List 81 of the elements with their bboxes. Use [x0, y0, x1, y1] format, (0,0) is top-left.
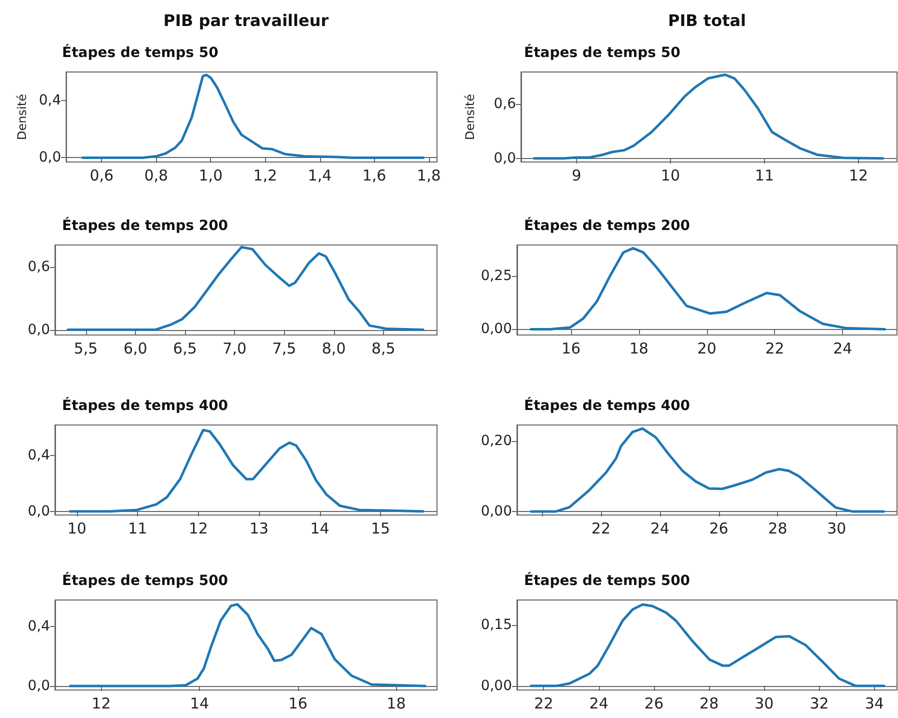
x-tick-label: 28: [700, 694, 719, 712]
text: PIB total: [666, 11, 747, 30]
x-tick-label: 11: [128, 520, 148, 538]
y-tick-label: 0,25: [480, 268, 512, 284]
y-tick-label: 0,0: [38, 150, 62, 166]
x-tick-label: 30: [754, 694, 774, 712]
y-tick-label: 0,0: [28, 322, 50, 338]
x-tick-label: 10: [660, 166, 680, 184]
x-tick-label: 12: [848, 166, 868, 184]
x-tick-label: 24: [833, 340, 852, 358]
chart-title: Étapes de temps 400: [62, 397, 228, 414]
line-series: [530, 603, 886, 688]
y-axis-title: Densité: [463, 94, 477, 140]
x-tick-label: 34: [864, 694, 884, 712]
y-tick-label: 0,15: [480, 616, 512, 633]
y-tick-label: 0,0: [28, 503, 50, 520]
x-tick-label: 1,4: [308, 166, 332, 184]
x-tick-label: 13: [250, 520, 269, 538]
y-tick-label: 0,00: [480, 321, 512, 338]
x-tick-label: 1,0: [198, 166, 223, 184]
y-tick-label: 0,00: [480, 503, 512, 520]
x-tick-label: 6,0: [123, 340, 148, 358]
x-tick-label: 0,8: [144, 166, 168, 184]
x-tick-label: 14: [190, 694, 210, 712]
x-tick-label: 28: [768, 520, 788, 538]
line-series: [530, 427, 885, 513]
x-tick-label: 8,0: [322, 340, 346, 358]
x-tick-label: 1,6: [362, 166, 386, 184]
y-tick-label: 0,6: [28, 258, 50, 275]
x-tick-label: 5,5: [74, 340, 98, 358]
x-tick-label: 6,5: [173, 340, 197, 358]
x-tick-label: 11: [754, 166, 774, 184]
line-series: [81, 74, 425, 159]
x-tick-label: 22: [765, 340, 784, 358]
chart-title: Étapes de temps 200: [524, 217, 690, 234]
x-tick-label: 18: [386, 694, 406, 712]
y-tick-label: 0,4: [28, 618, 50, 635]
y-tick-label: 0,0: [494, 150, 516, 166]
x-tick-label: 18: [629, 340, 648, 358]
chart-title: Étapes de temps 200: [62, 217, 228, 234]
y-axis-title: Densité: [15, 94, 29, 140]
y-tick-label: 0,4: [38, 92, 62, 109]
chart-title: Étapes de temps 50: [524, 44, 681, 61]
y-tick-label: 0,00: [480, 678, 512, 694]
x-tick-label: 15: [370, 520, 390, 538]
x-tick-label: 20: [697, 340, 716, 358]
x-tick-label: 22: [591, 520, 610, 538]
x-tick-label: 10: [67, 520, 86, 538]
x-tick-label: 1,8: [416, 166, 441, 184]
line-series: [68, 603, 426, 688]
x-tick-label: 22: [534, 694, 554, 712]
x-tick-label: 16: [288, 694, 308, 712]
x-tick-label: 24: [650, 520, 670, 538]
chart-title: Étapes de temps 500: [524, 572, 690, 589]
x-tick-label: 0,6: [90, 166, 114, 184]
line-series: [66, 246, 424, 332]
line-series: [530, 246, 886, 330]
y-tick-label: 0,6: [494, 96, 516, 112]
x-tick-label: 1,2: [253, 166, 278, 184]
x-tick-label: 9: [572, 166, 582, 184]
chart-title: Étapes de temps 400: [524, 397, 690, 414]
x-tick-label: 24: [589, 694, 608, 712]
x-tick-label: 30: [827, 520, 846, 538]
x-tick-label: 26: [644, 694, 664, 712]
y-tick-label: 0,4: [28, 447, 50, 464]
x-tick-label: 14: [310, 520, 330, 538]
x-tick-label: 26: [709, 520, 728, 538]
y-tick-label: 0,0: [28, 678, 50, 694]
x-tick-label: 32: [810, 694, 829, 712]
x-tick-label: 7,0: [222, 340, 247, 358]
line-series: [68, 428, 424, 513]
chart-title: Étapes de temps 500: [62, 572, 228, 589]
x-tick-label: 12: [92, 694, 111, 712]
x-tick-label: 7,5: [272, 340, 296, 358]
y-tick-label: 0,20: [480, 432, 512, 449]
line-series: [532, 73, 884, 160]
chart-title: Étapes de temps 50: [62, 44, 219, 61]
x-tick-label: 8,5: [371, 340, 396, 358]
x-tick-label: 12: [188, 520, 208, 538]
text: PIB par travailleur: [162, 11, 330, 30]
x-tick-label: 16: [561, 340, 581, 358]
